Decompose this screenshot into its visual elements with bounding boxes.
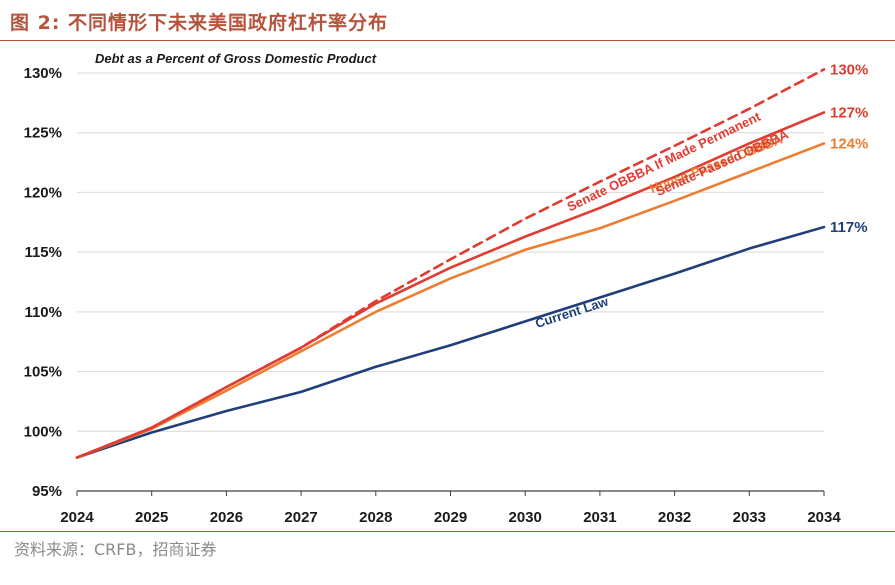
x-tick-label: 2033 bbox=[733, 509, 766, 526]
axis-layer: 95% 100% 105% 110% 115% 120% 125% 130% 2024 2025 2… bbox=[24, 65, 842, 526]
y-tick-label: 110% bbox=[24, 304, 62, 321]
source-note: 资料来源：CRFB，招商证券 bbox=[14, 540, 217, 559]
x-tick-label: 2025 bbox=[135, 509, 168, 526]
chart-title: Debt as a Percent of Gross Domestic Prod… bbox=[95, 51, 377, 66]
x-tick-label: 2030 bbox=[509, 509, 542, 526]
series-layer bbox=[75, 68, 826, 459]
x-tick-label: 2031 bbox=[583, 509, 616, 526]
y-tick-label: 125% bbox=[24, 125, 62, 142]
x-tick-label: 2029 bbox=[434, 509, 467, 526]
end-value-label: 127% bbox=[830, 104, 868, 121]
x-tick-label: 2026 bbox=[210, 509, 243, 526]
x-tick-label: 2028 bbox=[359, 509, 392, 526]
end-value-label: 117% bbox=[830, 219, 868, 236]
y-tick-label: 120% bbox=[24, 184, 62, 201]
end-value-label: 130% bbox=[830, 61, 868, 78]
series-line bbox=[75, 225, 826, 459]
series-line bbox=[75, 68, 826, 459]
y-tick-label: 105% bbox=[24, 364, 62, 381]
x-tick-label: 2024 bbox=[60, 509, 94, 526]
y-tick-label: 100% bbox=[24, 423, 62, 440]
end-value-label: 124% bbox=[830, 135, 868, 152]
y-tick-label: 115% bbox=[24, 244, 62, 261]
series-line bbox=[75, 142, 826, 459]
footer-rule bbox=[0, 531, 895, 532]
header-rule bbox=[0, 40, 895, 41]
x-tick-label: 2034 bbox=[807, 509, 841, 526]
x-tick-label: 2027 bbox=[284, 509, 317, 526]
x-tick-label: 2032 bbox=[658, 509, 691, 526]
y-tick-label: 130% bbox=[24, 65, 62, 82]
figure-title: 图 2: 不同情形下未来美国政府杠杆率分布 bbox=[10, 12, 389, 34]
y-tick-label: 95% bbox=[32, 483, 62, 500]
